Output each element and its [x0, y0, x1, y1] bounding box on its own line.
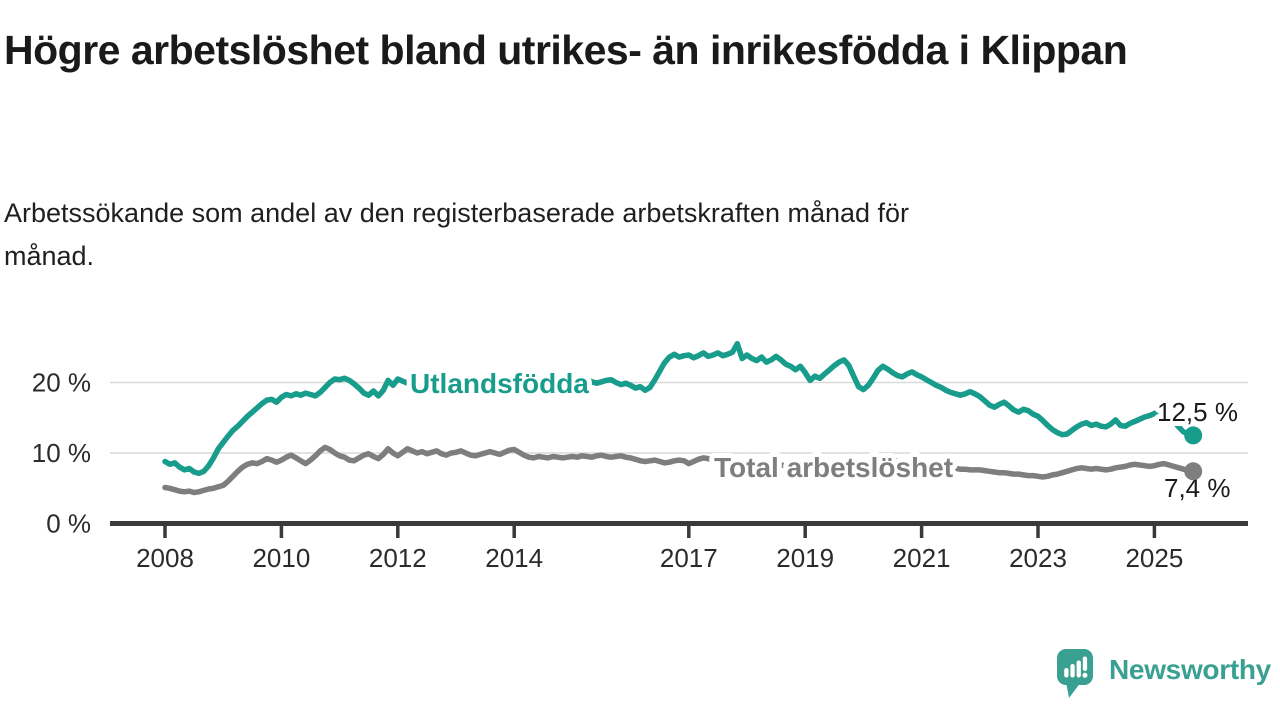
end-dot-utlandsfodda: [1184, 426, 1203, 445]
series-label-total: Total arbetslöshet: [714, 452, 953, 483]
end-value-label-utlandsfodda: 12,5 %: [1157, 397, 1238, 427]
x-axis-tick-label: 2017: [660, 543, 718, 573]
end-value-label-total: 7,4 %: [1164, 473, 1231, 503]
series-label-utlandsfodda: Utlandsfödda: [410, 368, 589, 399]
x-axis-tick-label: 2023: [1009, 543, 1067, 573]
newsworthy-logo: Newsworthy: [1056, 648, 1271, 700]
x-axis-tick-label: 2025: [1125, 543, 1183, 573]
newsworthy-logo-text: Newsworthy: [1109, 654, 1271, 685]
x-axis-tick-label: 2014: [485, 543, 543, 573]
chart-subtitle: Arbetssökande som andel av den registerb…: [4, 198, 910, 271]
x-axis-tick-label: 2010: [252, 543, 310, 573]
chart-title: Högre arbetslöshet bland utrikes- än inr…: [4, 27, 1128, 73]
series-line-utlandsfodda: [162, 340, 1196, 477]
newsworthy-logo-icon: [1057, 649, 1093, 698]
y-axis-tick-label: 0 %: [46, 509, 91, 539]
y-axis-tick-label: 20 %: [32, 368, 91, 398]
x-axis-tick-label: 2019: [776, 543, 834, 573]
x-axis-tick-label: 2008: [136, 543, 194, 573]
x-axis-tick-label: 2012: [369, 543, 427, 573]
end-dot-total: [1184, 462, 1203, 481]
series-line-total: [162, 444, 1196, 496]
x-axis-tick-label: 2021: [893, 543, 951, 573]
y-axis-tick-label: 10 %: [32, 438, 91, 468]
